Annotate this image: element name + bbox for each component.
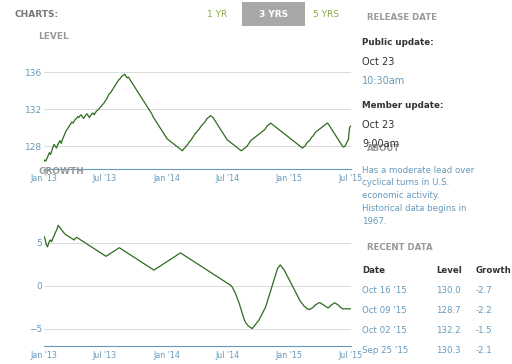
Text: Public update:: Public update: <box>362 38 434 47</box>
Text: 128.7: 128.7 <box>436 306 461 315</box>
Text: Level: Level <box>436 266 462 275</box>
Text: 132.2: 132.2 <box>436 326 461 335</box>
Bar <box>242 2 305 26</box>
Text: Oct 09 '15: Oct 09 '15 <box>362 306 407 315</box>
Text: Oct 02 '15: Oct 02 '15 <box>362 326 407 335</box>
Text: Member update:: Member update: <box>362 101 443 110</box>
Text: CHARTS:: CHARTS: <box>14 10 58 19</box>
Text: LEVEL: LEVEL <box>38 32 69 41</box>
Text: GROWTH: GROWTH <box>38 167 84 177</box>
Text: Oct 16 '15: Oct 16 '15 <box>362 286 407 295</box>
Text: 130.3: 130.3 <box>436 346 461 355</box>
Text: Date: Date <box>362 266 385 275</box>
Text: Growth: Growth <box>476 266 511 275</box>
Text: -2.2: -2.2 <box>476 306 493 315</box>
Text: Has a moderate lead over
cyclical turns in U.S.
economic activity.
Historical da: Has a moderate lead over cyclical turns … <box>362 166 474 226</box>
Text: 3 YRS: 3 YRS <box>259 10 288 19</box>
Text: 5 YRS: 5 YRS <box>313 10 339 19</box>
Text: 1 YR: 1 YR <box>207 10 227 19</box>
Text: RELEASE DATE: RELEASE DATE <box>367 13 437 22</box>
Text: 10:30am: 10:30am <box>362 76 405 86</box>
Text: -2.1: -2.1 <box>476 346 493 355</box>
Text: -2.7: -2.7 <box>476 286 493 295</box>
Text: -1.5: -1.5 <box>476 326 493 335</box>
Text: 9:00am: 9:00am <box>362 139 399 149</box>
Text: 130.0: 130.0 <box>436 286 461 295</box>
Text: ABOUT: ABOUT <box>367 145 400 153</box>
Text: Oct 23: Oct 23 <box>362 120 394 130</box>
Text: Sep 25 '15: Sep 25 '15 <box>362 346 409 355</box>
Text: RECENT DATA: RECENT DATA <box>367 243 433 252</box>
Text: Oct 23: Oct 23 <box>362 57 394 67</box>
